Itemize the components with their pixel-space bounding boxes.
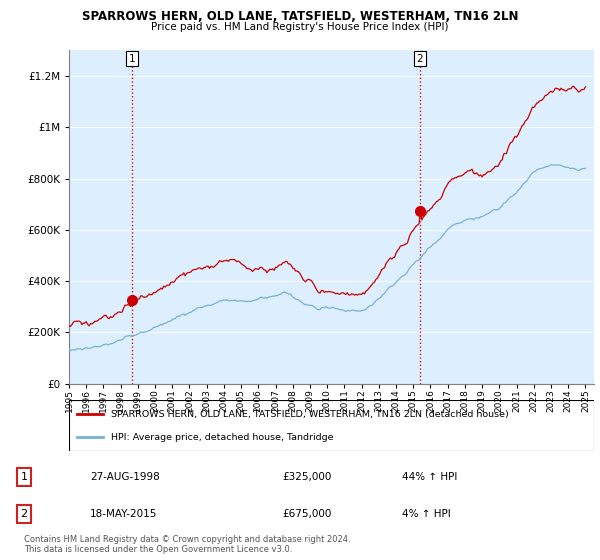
Text: 2: 2 bbox=[416, 54, 423, 64]
Text: 1: 1 bbox=[128, 54, 135, 64]
Text: 18-MAY-2015: 18-MAY-2015 bbox=[90, 509, 157, 519]
Text: SPARROWS HERN, OLD LANE, TATSFIELD, WESTERHAM, TN16 2LN: SPARROWS HERN, OLD LANE, TATSFIELD, WEST… bbox=[82, 10, 518, 23]
Text: HPI: Average price, detached house, Tandridge: HPI: Average price, detached house, Tand… bbox=[111, 433, 334, 442]
Text: 27-AUG-1998: 27-AUG-1998 bbox=[90, 472, 160, 482]
Text: SPARROWS HERN, OLD LANE, TATSFIELD, WESTERHAM, TN16 2LN (detached house): SPARROWS HERN, OLD LANE, TATSFIELD, WEST… bbox=[111, 409, 509, 418]
Text: 2: 2 bbox=[20, 509, 28, 519]
Text: £325,000: £325,000 bbox=[282, 472, 331, 482]
Text: 1: 1 bbox=[20, 472, 28, 482]
Text: Contains HM Land Registry data © Crown copyright and database right 2024.: Contains HM Land Registry data © Crown c… bbox=[24, 535, 350, 544]
Text: Price paid vs. HM Land Registry's House Price Index (HPI): Price paid vs. HM Land Registry's House … bbox=[151, 22, 449, 32]
Text: 4% ↑ HPI: 4% ↑ HPI bbox=[402, 509, 451, 519]
Text: 44% ↑ HPI: 44% ↑ HPI bbox=[402, 472, 457, 482]
Text: £675,000: £675,000 bbox=[282, 509, 331, 519]
Text: This data is licensed under the Open Government Licence v3.0.: This data is licensed under the Open Gov… bbox=[24, 545, 292, 554]
